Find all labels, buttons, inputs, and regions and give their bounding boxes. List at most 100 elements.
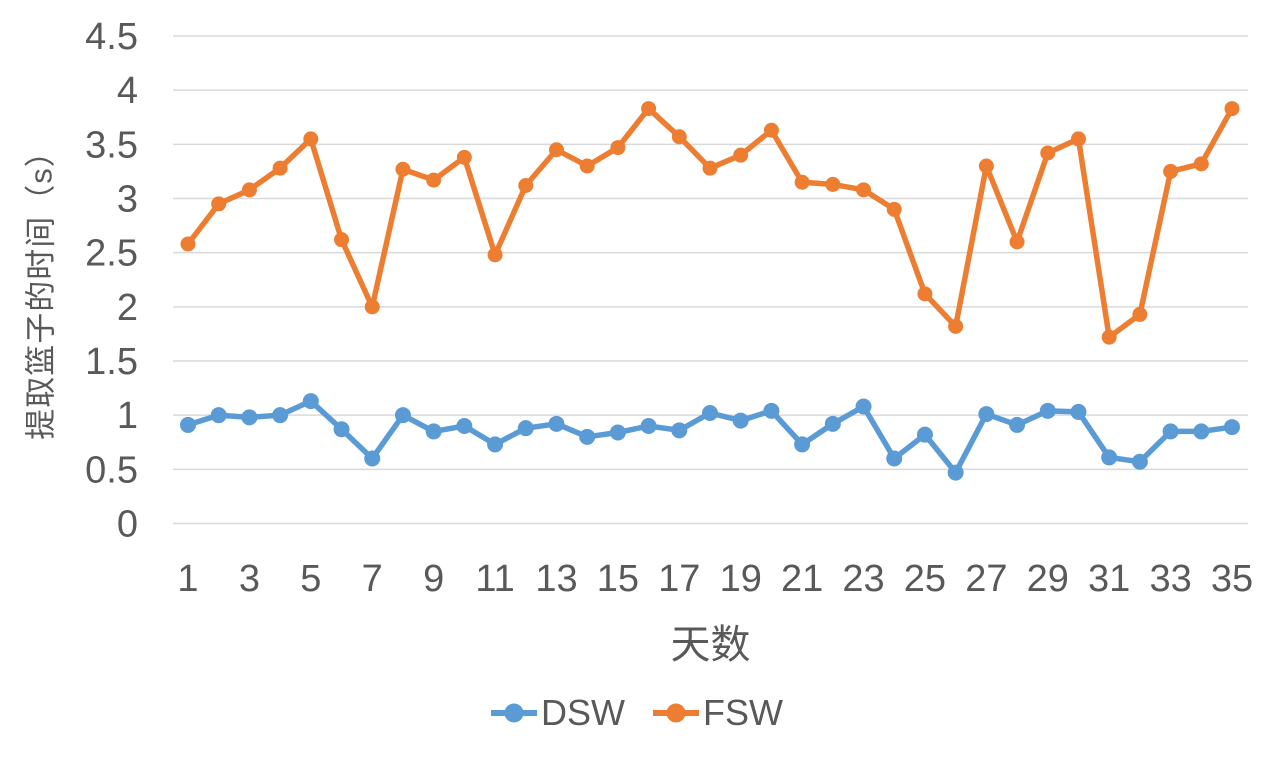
x-tick-label: 29	[1027, 558, 1069, 600]
dsw-marker-day-4	[272, 407, 289, 424]
dsw-marker-day-28	[1009, 416, 1026, 433]
dsw-marker-day-34	[1193, 423, 1210, 440]
dsw-marker-day-31	[1101, 449, 1118, 466]
x-tick-label: 33	[1149, 558, 1191, 600]
y-tick-label: 1.5	[85, 341, 138, 383]
x-tick-label: 1	[177, 558, 198, 600]
fsw-marker-day-5	[303, 131, 319, 147]
dsw-marker-day-9	[425, 423, 442, 440]
fsw-marker-day-31	[1101, 329, 1117, 345]
dsw-marker-day-5	[302, 393, 319, 410]
legend-item-fsw: FSW	[653, 692, 783, 734]
fsw-marker-day-20	[763, 122, 779, 138]
fsw-marker-day-4	[272, 160, 288, 176]
dsw-marker-day-8	[394, 407, 411, 424]
y-tick-label: 2.5	[85, 233, 138, 275]
dsw-marker-day-15	[609, 424, 626, 441]
fsw-marker-day-10	[456, 149, 472, 165]
dsw-marker-day-23	[855, 398, 872, 415]
y-axis-tick-labels: 0 0.5 1 1.5 2 2.5 3 3.5 4 4.5	[85, 16, 138, 546]
y-tick-label: 1	[117, 395, 138, 437]
dsw-marker-day-7	[364, 450, 381, 467]
fsw-marker-day-23	[856, 182, 872, 198]
fsw-marker-day-30	[1070, 131, 1086, 147]
fsw-marker-day-21	[794, 174, 810, 190]
dsw-marker-day-19	[732, 412, 749, 429]
fsw-marker-day-24	[886, 201, 902, 217]
gridlines	[173, 35, 1248, 525]
x-tick-label: 35	[1211, 558, 1253, 600]
y-tick-label: 4.5	[85, 16, 138, 58]
dsw-marker-day-16	[640, 418, 657, 434]
x-tick-label: 5	[300, 558, 321, 600]
x-tick-label: 7	[362, 558, 383, 600]
fsw-marker-day-7	[364, 299, 380, 315]
dsw-marker-day-30	[1070, 403, 1087, 420]
series-fsw	[180, 101, 1240, 345]
x-tick-label: 17	[658, 558, 700, 600]
dsw-marker-day-27	[978, 406, 995, 423]
fsw-marker-day-33	[1163, 163, 1179, 179]
x-tick-label: 11	[475, 558, 514, 600]
fsw-marker-day-17	[671, 129, 687, 145]
fsw-marker-day-8	[395, 161, 411, 177]
x-tick-label: 3	[239, 558, 260, 600]
fsw-marker-dot-icon	[666, 703, 686, 723]
fsw-marker-day-12	[518, 178, 534, 193]
y-tick-label: 4	[117, 70, 138, 112]
dsw-marker-day-2	[210, 407, 227, 424]
dsw-marker-dot-icon	[504, 703, 524, 723]
legend-item-dsw: DSW	[491, 692, 625, 734]
fsw-marker-day-29	[1040, 145, 1056, 161]
x-tick-label: 23	[842, 558, 884, 600]
fsw-marker-day-27	[978, 158, 994, 174]
dsw-marker-day-13	[548, 415, 565, 432]
fsw-marker-day-9	[426, 172, 442, 188]
fsw-marker-day-22	[825, 176, 841, 192]
dsw-marker-day-10	[456, 418, 473, 434]
dsw-marker-day-17	[671, 422, 688, 439]
dsw-marker-day-3	[241, 409, 258, 426]
y-tick-label: 0	[117, 504, 138, 546]
fsw-marker-day-13	[548, 142, 564, 158]
fsw-marker-day-6	[334, 232, 350, 248]
y-tick-label: 3	[117, 179, 138, 221]
dsw-marker-day-18	[702, 405, 718, 421]
dsw-marker-day-29	[1039, 402, 1056, 419]
x-axis-tick-labels: 1 3 5 7 9 11 13 15 17 19 21 23 25 27 29 31 33 35	[177, 558, 1253, 600]
fsw-marker-day-34	[1193, 156, 1209, 172]
x-axis-title: 天数	[670, 623, 751, 667]
x-tick-label: 13	[535, 558, 577, 600]
dsw-marker-day-25	[916, 426, 933, 443]
fsw-marker-day-3	[241, 182, 257, 198]
x-tick-label: 19	[720, 558, 762, 600]
fsw-marker-day-1	[180, 236, 196, 252]
fsw-marker-day-26	[948, 318, 964, 334]
dsw-marker-day-12	[517, 420, 534, 437]
y-axis-title: 提取篮子的时间（s）	[23, 135, 59, 440]
dsw-marker-day-24	[886, 450, 903, 467]
fsw-marker-day-25	[917, 286, 933, 302]
x-tick-label: 15	[597, 558, 639, 600]
y-tick-label: 3.5	[85, 124, 138, 166]
fsw-marker-day-35	[1224, 101, 1240, 117]
dsw-marker-day-33	[1162, 423, 1179, 440]
x-tick-label: 21	[781, 558, 823, 600]
dsw-marker-day-26	[947, 464, 964, 481]
fsw-marker-day-28	[1009, 234, 1025, 250]
dsw-marker-day-20	[763, 402, 780, 419]
series-dsw	[180, 393, 1240, 481]
fsw-marker-day-15	[610, 140, 626, 156]
x-tick-label: 9	[423, 558, 444, 600]
fsw-marker-day-11	[487, 247, 503, 263]
dsw-marker-day-11	[487, 436, 504, 453]
dsw-marker-day-35	[1224, 419, 1240, 436]
dsw-marker-day-22	[824, 415, 841, 432]
fsw-marker-day-19	[733, 147, 749, 163]
dsw-marker-day-6	[333, 421, 350, 438]
dsw-marker-day-32	[1131, 453, 1148, 470]
dsw-legend-marker-icon	[491, 703, 537, 723]
y-tick-label: 2	[117, 287, 138, 329]
